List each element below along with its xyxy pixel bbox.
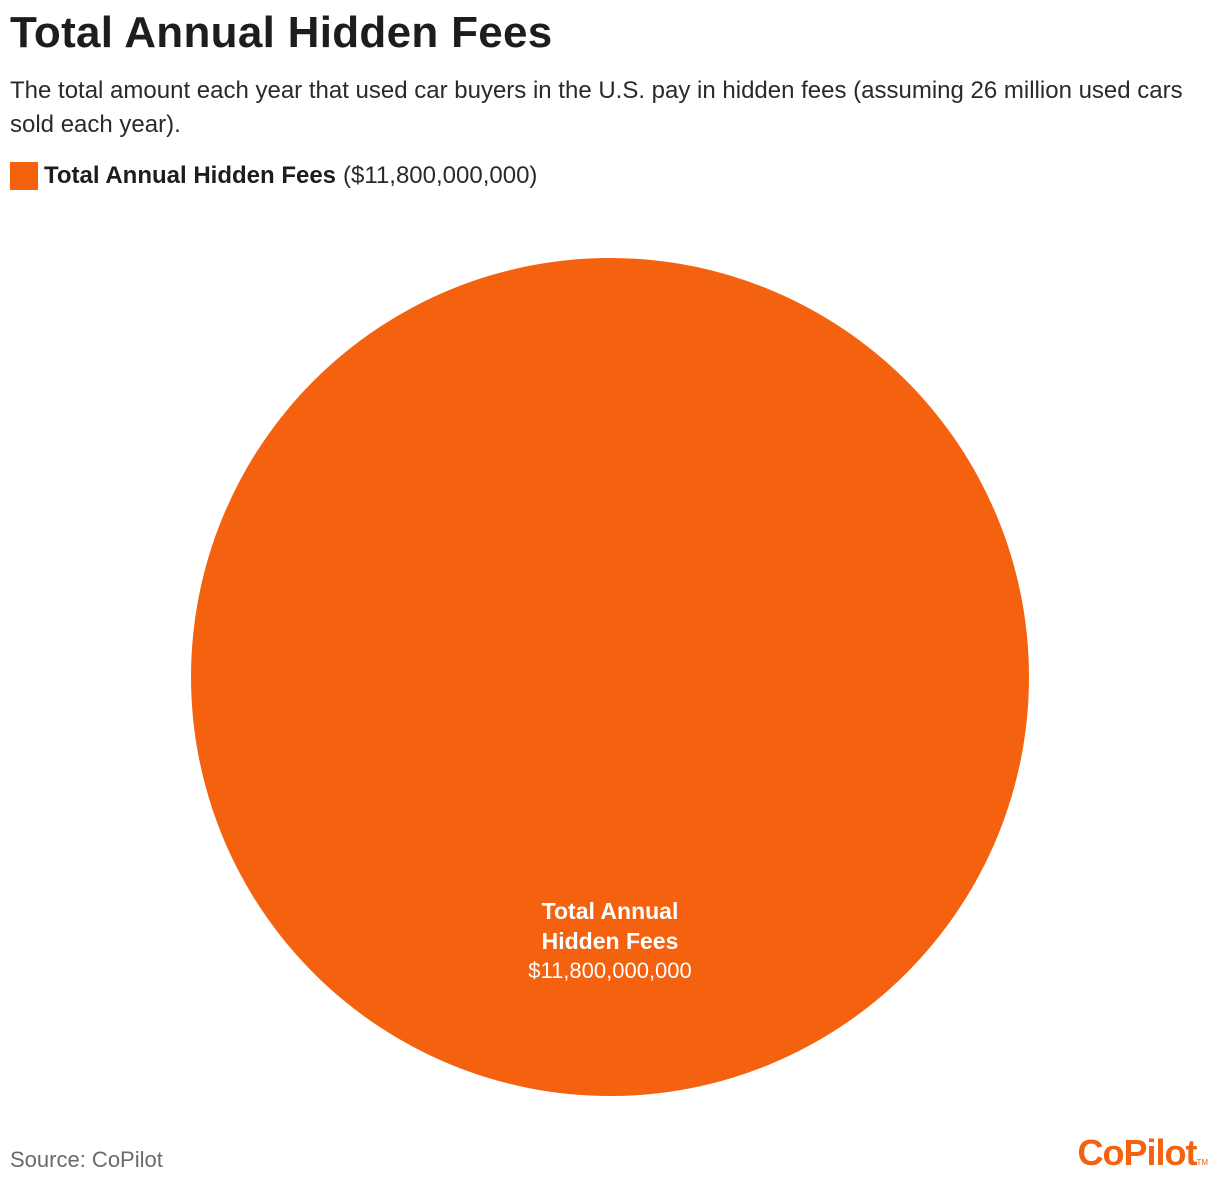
slice-value-label: $11,800,000,000 [528, 958, 692, 983]
pie-slices [191, 258, 1029, 1096]
slice-label-line-2: Hidden Fees [542, 928, 679, 954]
legend-series-name: Total Annual Hidden Fees [44, 162, 337, 189]
legend-series-value: ($11,800,000,000) [343, 162, 538, 189]
copilot-logo: CoPilotTM [1077, 1132, 1208, 1174]
slice-label-line-1: Total Annual [542, 898, 679, 924]
chart-subtitle: The total amount each year that used car… [10, 77, 1183, 138]
legend-swatch [10, 162, 38, 190]
source-note: Source: CoPilot [10, 1147, 163, 1172]
legend: Total Annual Hidden Fees ($11,800,000,00… [10, 162, 537, 190]
pie-slice-1 [191, 258, 1029, 1096]
chart-title: Total Annual Hidden Fees [10, 8, 553, 57]
logo-text: CoPilot [1077, 1132, 1197, 1173]
logo-trademark: TM [1196, 1158, 1208, 1167]
